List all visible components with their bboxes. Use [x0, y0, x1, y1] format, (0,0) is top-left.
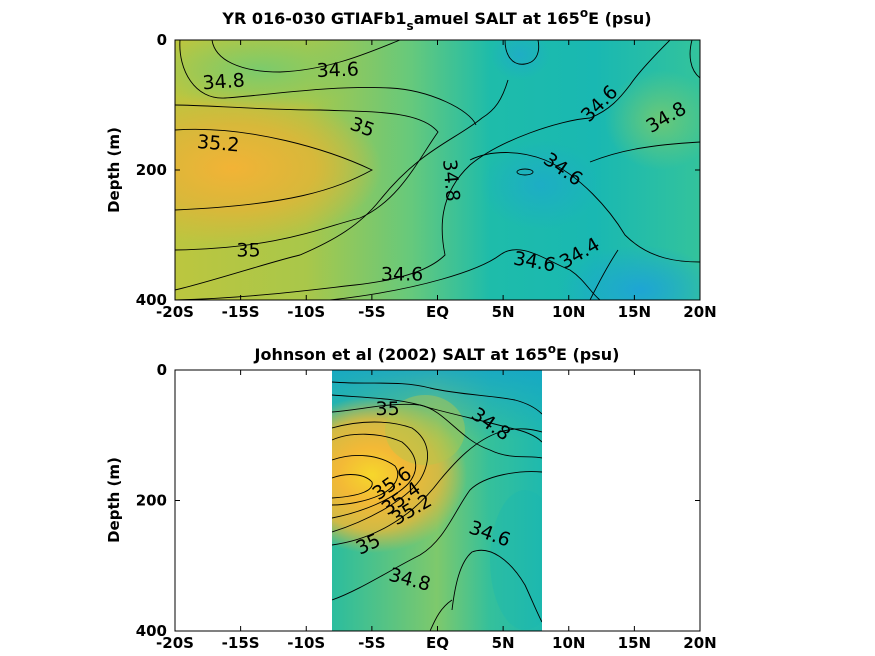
- x-tick-label: -20S: [156, 303, 194, 321]
- title-1-main: YR 016-030 GTIAFb1: [221, 9, 406, 28]
- x-tick-label: -5S: [358, 303, 385, 321]
- contour-label: 34.6: [316, 59, 359, 82]
- y-axis-label-2: Depth (m): [105, 457, 123, 543]
- title-1-unit: E (psu): [588, 9, 652, 28]
- y-axis-2: 0 200 400: [136, 361, 700, 640]
- title-1-rest: amuel SALT at 165: [414, 9, 580, 28]
- x-tick-label: -15S: [222, 303, 260, 321]
- salinity-field-2: 35 34.835.635.435.235 34.634.8: [332, 370, 542, 631]
- contour-label: 34.6: [381, 263, 423, 285]
- y-tick-label: 0: [157, 31, 167, 49]
- x-tick-label: EQ: [426, 303, 449, 321]
- title-1-superscript: o: [580, 6, 588, 20]
- contour-lines-2: [332, 381, 542, 631]
- x-tick-label: 15N: [618, 303, 651, 321]
- title-2-unit: E (psu): [556, 345, 620, 364]
- x-tick-label: -10S: [287, 634, 325, 652]
- y-tick-label: 200: [136, 492, 167, 510]
- x-tick-label: 5N: [492, 634, 515, 652]
- x-tick-label: 15N: [618, 634, 651, 652]
- y-tick-label: 0: [157, 361, 167, 379]
- contour-label: 34.8: [438, 158, 464, 202]
- x-tick-label: 10N: [552, 634, 585, 652]
- x-tick-label: -15S: [222, 634, 260, 652]
- y-axis-label-1: Depth (m): [105, 127, 123, 213]
- x-axis-2: -20S -15S -10S -5S EQ 5N 10N 15N 20N: [156, 370, 717, 652]
- contour-lines-1: [175, 40, 700, 300]
- chart-title-1: YR 016-030 GTIAFb1samuel SALT at 165oE (…: [221, 6, 651, 33]
- contour-label: 35: [236, 239, 260, 261]
- contour-label: 35.2: [196, 131, 240, 157]
- x-tick-label: 5N: [492, 303, 515, 321]
- x-tick-label: -10S: [287, 303, 325, 321]
- x-tick-label: EQ: [426, 634, 449, 652]
- chart-title-2: Johnson et al (2002) SALT at 165oE (psu): [254, 342, 620, 364]
- x-axis-1: -20S -15S -10S -5S EQ 5N 10N 15N 20N: [156, 40, 717, 321]
- x-tick-label: -20S: [156, 634, 194, 652]
- x-tick-label: -5S: [358, 634, 385, 652]
- panel-1: YR 016-030 GTIAFb1samuel SALT at 165oE (…: [105, 6, 717, 321]
- title-2-main: Johnson et al (2002) SALT at 165: [254, 345, 548, 364]
- y-tick-label: 200: [136, 161, 167, 179]
- x-tick-label: 10N: [552, 303, 585, 321]
- x-tick-label: 20N: [683, 634, 716, 652]
- contour-label: 35: [376, 398, 400, 420]
- y-tick-label: 400: [136, 622, 167, 640]
- y-tick-label: 400: [136, 291, 167, 309]
- x-tick-label: 20N: [683, 303, 716, 321]
- title-2-superscript: o: [548, 342, 556, 356]
- y-axis-1: 0 200 400: [136, 31, 700, 309]
- title-1-subscript: s: [407, 19, 414, 33]
- contour-label: 34.8: [202, 69, 246, 94]
- panel-2: Johnson et al (2002) SALT at 165oE (psu): [105, 342, 717, 652]
